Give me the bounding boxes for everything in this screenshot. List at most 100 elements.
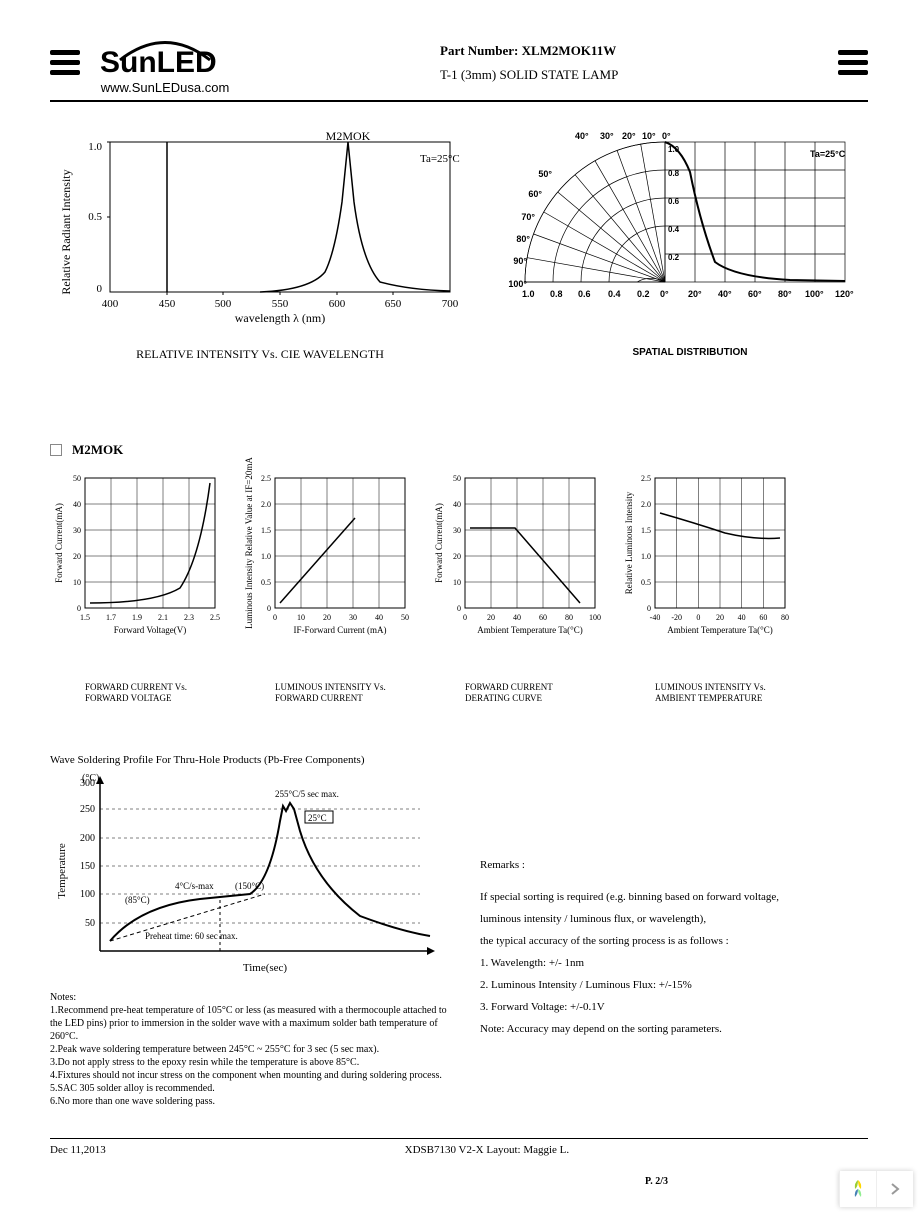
remark-line: If special sorting is required (e.g. bin… xyxy=(480,886,779,908)
svg-text:1.5: 1.5 xyxy=(80,613,90,622)
svg-text:-20: -20 xyxy=(671,613,682,622)
soldering-note: 3.Do not apply stress to the epoxy resin… xyxy=(50,1056,450,1069)
svg-text:80: 80 xyxy=(565,613,573,622)
svg-text:100°: 100° xyxy=(805,289,824,299)
svg-text:1.7: 1.7 xyxy=(106,613,116,622)
svg-text:1.0: 1.0 xyxy=(522,289,535,299)
chart2-title: SPATIAL DISTRIBUTION xyxy=(510,347,870,358)
part-description: T-1 (3mm) SOLID STATE LAMP xyxy=(440,67,838,83)
svg-text:100°: 100° xyxy=(508,279,527,289)
svg-text:550: 550 xyxy=(272,298,289,310)
part-info: Part Number: XLM2MOK11W T-1 (3mm) SOLID … xyxy=(440,43,838,83)
svg-text:400: 400 xyxy=(102,298,119,310)
soldering-note: 2.Peak wave soldering temperature betwee… xyxy=(50,1043,450,1056)
svg-text:0.5: 0.5 xyxy=(261,578,271,587)
svg-text:2.0: 2.0 xyxy=(261,500,271,509)
svg-text:40: 40 xyxy=(513,613,521,622)
svg-text:255°C/5 sec max.: 255°C/5 sec max. xyxy=(275,789,339,799)
svg-text:Ambient Temperature Ta(°C): Ambient Temperature Ta(°C) xyxy=(477,625,582,635)
svg-text:250: 250 xyxy=(80,804,95,815)
svg-text:2.5: 2.5 xyxy=(261,474,271,483)
svg-text:90°: 90° xyxy=(513,256,527,266)
soldering-note: 4.Fixtures should not incur stress on th… xyxy=(50,1069,450,1082)
section-header: M2MOK xyxy=(72,442,123,458)
svg-text:1.5: 1.5 xyxy=(261,526,271,535)
logo: SunLED www.SunLEDusa.com xyxy=(90,30,240,95)
svg-text:20°: 20° xyxy=(622,131,636,141)
svg-text:0: 0 xyxy=(647,604,651,613)
section-bullet-icon xyxy=(50,444,62,456)
svg-text:600: 600 xyxy=(329,298,346,310)
page-number: P. 2/3 xyxy=(50,1176,868,1187)
page-header: SunLED www.SunLEDusa.com Part Number: XL… xyxy=(50,30,868,102)
svg-text:0.6: 0.6 xyxy=(578,289,591,299)
svg-text:10°: 10° xyxy=(642,131,656,141)
small-chart-1: 0102030405000.51.01.52.02.5 Luminous Int… xyxy=(240,473,410,704)
svg-text:Forward Voltage(V): Forward Voltage(V) xyxy=(114,625,186,635)
svg-text:Forward Current(mA): Forward Current(mA) xyxy=(434,503,444,583)
svg-text:30°: 30° xyxy=(600,131,614,141)
soldering-title: Wave Soldering Profile For Thru-Hole Pro… xyxy=(50,754,450,766)
svg-text:1.5: 1.5 xyxy=(641,526,651,535)
remark-line: 1. Wavelength: +/- 1nm xyxy=(480,952,779,974)
soldering-note: 6.No more than one wave soldering pass. xyxy=(50,1095,450,1108)
remark-line: the typical accuracy of the sorting proc… xyxy=(480,930,779,952)
part-number: XLM2MOK11W xyxy=(522,43,617,58)
svg-text:10: 10 xyxy=(73,578,81,587)
svg-text:0: 0 xyxy=(273,613,277,622)
svg-text:1.0: 1.0 xyxy=(88,141,102,153)
svg-text:80°: 80° xyxy=(516,234,530,244)
svg-text:0: 0 xyxy=(77,604,81,613)
svg-text:200: 200 xyxy=(80,833,95,844)
svg-text:50: 50 xyxy=(73,474,81,483)
remark-line: luminous intensity / luminous flux, or w… xyxy=(480,908,779,930)
svg-text:0.4: 0.4 xyxy=(608,289,621,299)
svg-text:1.9: 1.9 xyxy=(132,613,142,622)
svg-text:20: 20 xyxy=(73,552,81,561)
svg-text:40: 40 xyxy=(375,613,383,622)
soldering-profile: Wave Soldering Profile For Thru-Hole Pro… xyxy=(50,754,450,1108)
svg-text:0: 0 xyxy=(457,604,461,613)
svg-text:10: 10 xyxy=(453,578,461,587)
svg-text:2.5: 2.5 xyxy=(641,474,651,483)
svg-text:30: 30 xyxy=(349,613,357,622)
soldering-notes: Notes: 1.Recommend pre-heat temperature … xyxy=(50,991,450,1108)
svg-text:0.8: 0.8 xyxy=(550,289,563,299)
svg-text:500: 500 xyxy=(215,298,232,310)
svg-text:(°C): (°C) xyxy=(82,773,99,784)
svg-text:80: 80 xyxy=(781,613,789,622)
logo-url: www.SunLEDusa.com xyxy=(101,80,230,95)
svg-text:0: 0 xyxy=(696,613,700,622)
leaf-icon[interactable] xyxy=(839,1171,876,1207)
svg-text:-40: -40 xyxy=(650,613,661,622)
next-arrow-icon[interactable] xyxy=(876,1171,913,1207)
chart1-series-label: M2MOK xyxy=(326,129,371,143)
svg-text:0.2: 0.2 xyxy=(668,253,680,262)
svg-text:450: 450 xyxy=(159,298,176,310)
svg-text:60: 60 xyxy=(539,613,547,622)
svg-text:Luminous Intensity Relative Va: Luminous Intensity Relative Value at IF=… xyxy=(244,457,254,629)
svg-text:100: 100 xyxy=(80,889,95,900)
svg-text:20°: 20° xyxy=(688,289,702,299)
soldering-ylabel: Temperature xyxy=(56,843,68,899)
svg-text:50: 50 xyxy=(401,613,409,622)
svg-text:60°: 60° xyxy=(528,189,542,199)
nav-widget[interactable] xyxy=(839,1171,913,1207)
svg-text:20: 20 xyxy=(716,613,724,622)
svg-text:2.0: 2.0 xyxy=(641,500,651,509)
svg-text:2.5: 2.5 xyxy=(210,613,220,622)
svg-text:10: 10 xyxy=(297,613,305,622)
svg-text:Forward Current(mA): Forward Current(mA) xyxy=(54,503,64,583)
svg-text:(85°C): (85°C) xyxy=(125,895,150,905)
svg-text:40°: 40° xyxy=(575,131,589,141)
svg-text:2.3: 2.3 xyxy=(184,613,194,622)
small-chart-3: -40-2002040608000.51.01.52.02.5 Relative… xyxy=(620,473,790,704)
svg-text:0.5: 0.5 xyxy=(641,578,651,587)
svg-text:2.1: 2.1 xyxy=(158,613,168,622)
small-chart-2: 02040608010001020304050 Forward Current(… xyxy=(430,473,600,704)
hamburger-icon-right xyxy=(838,50,868,75)
svg-text:20: 20 xyxy=(453,552,461,561)
svg-text:Preheat time: 60 sec max.: Preheat time: 60 sec max. xyxy=(145,931,238,941)
svg-text:1.0: 1.0 xyxy=(668,145,680,154)
svg-text:50°: 50° xyxy=(538,169,552,179)
